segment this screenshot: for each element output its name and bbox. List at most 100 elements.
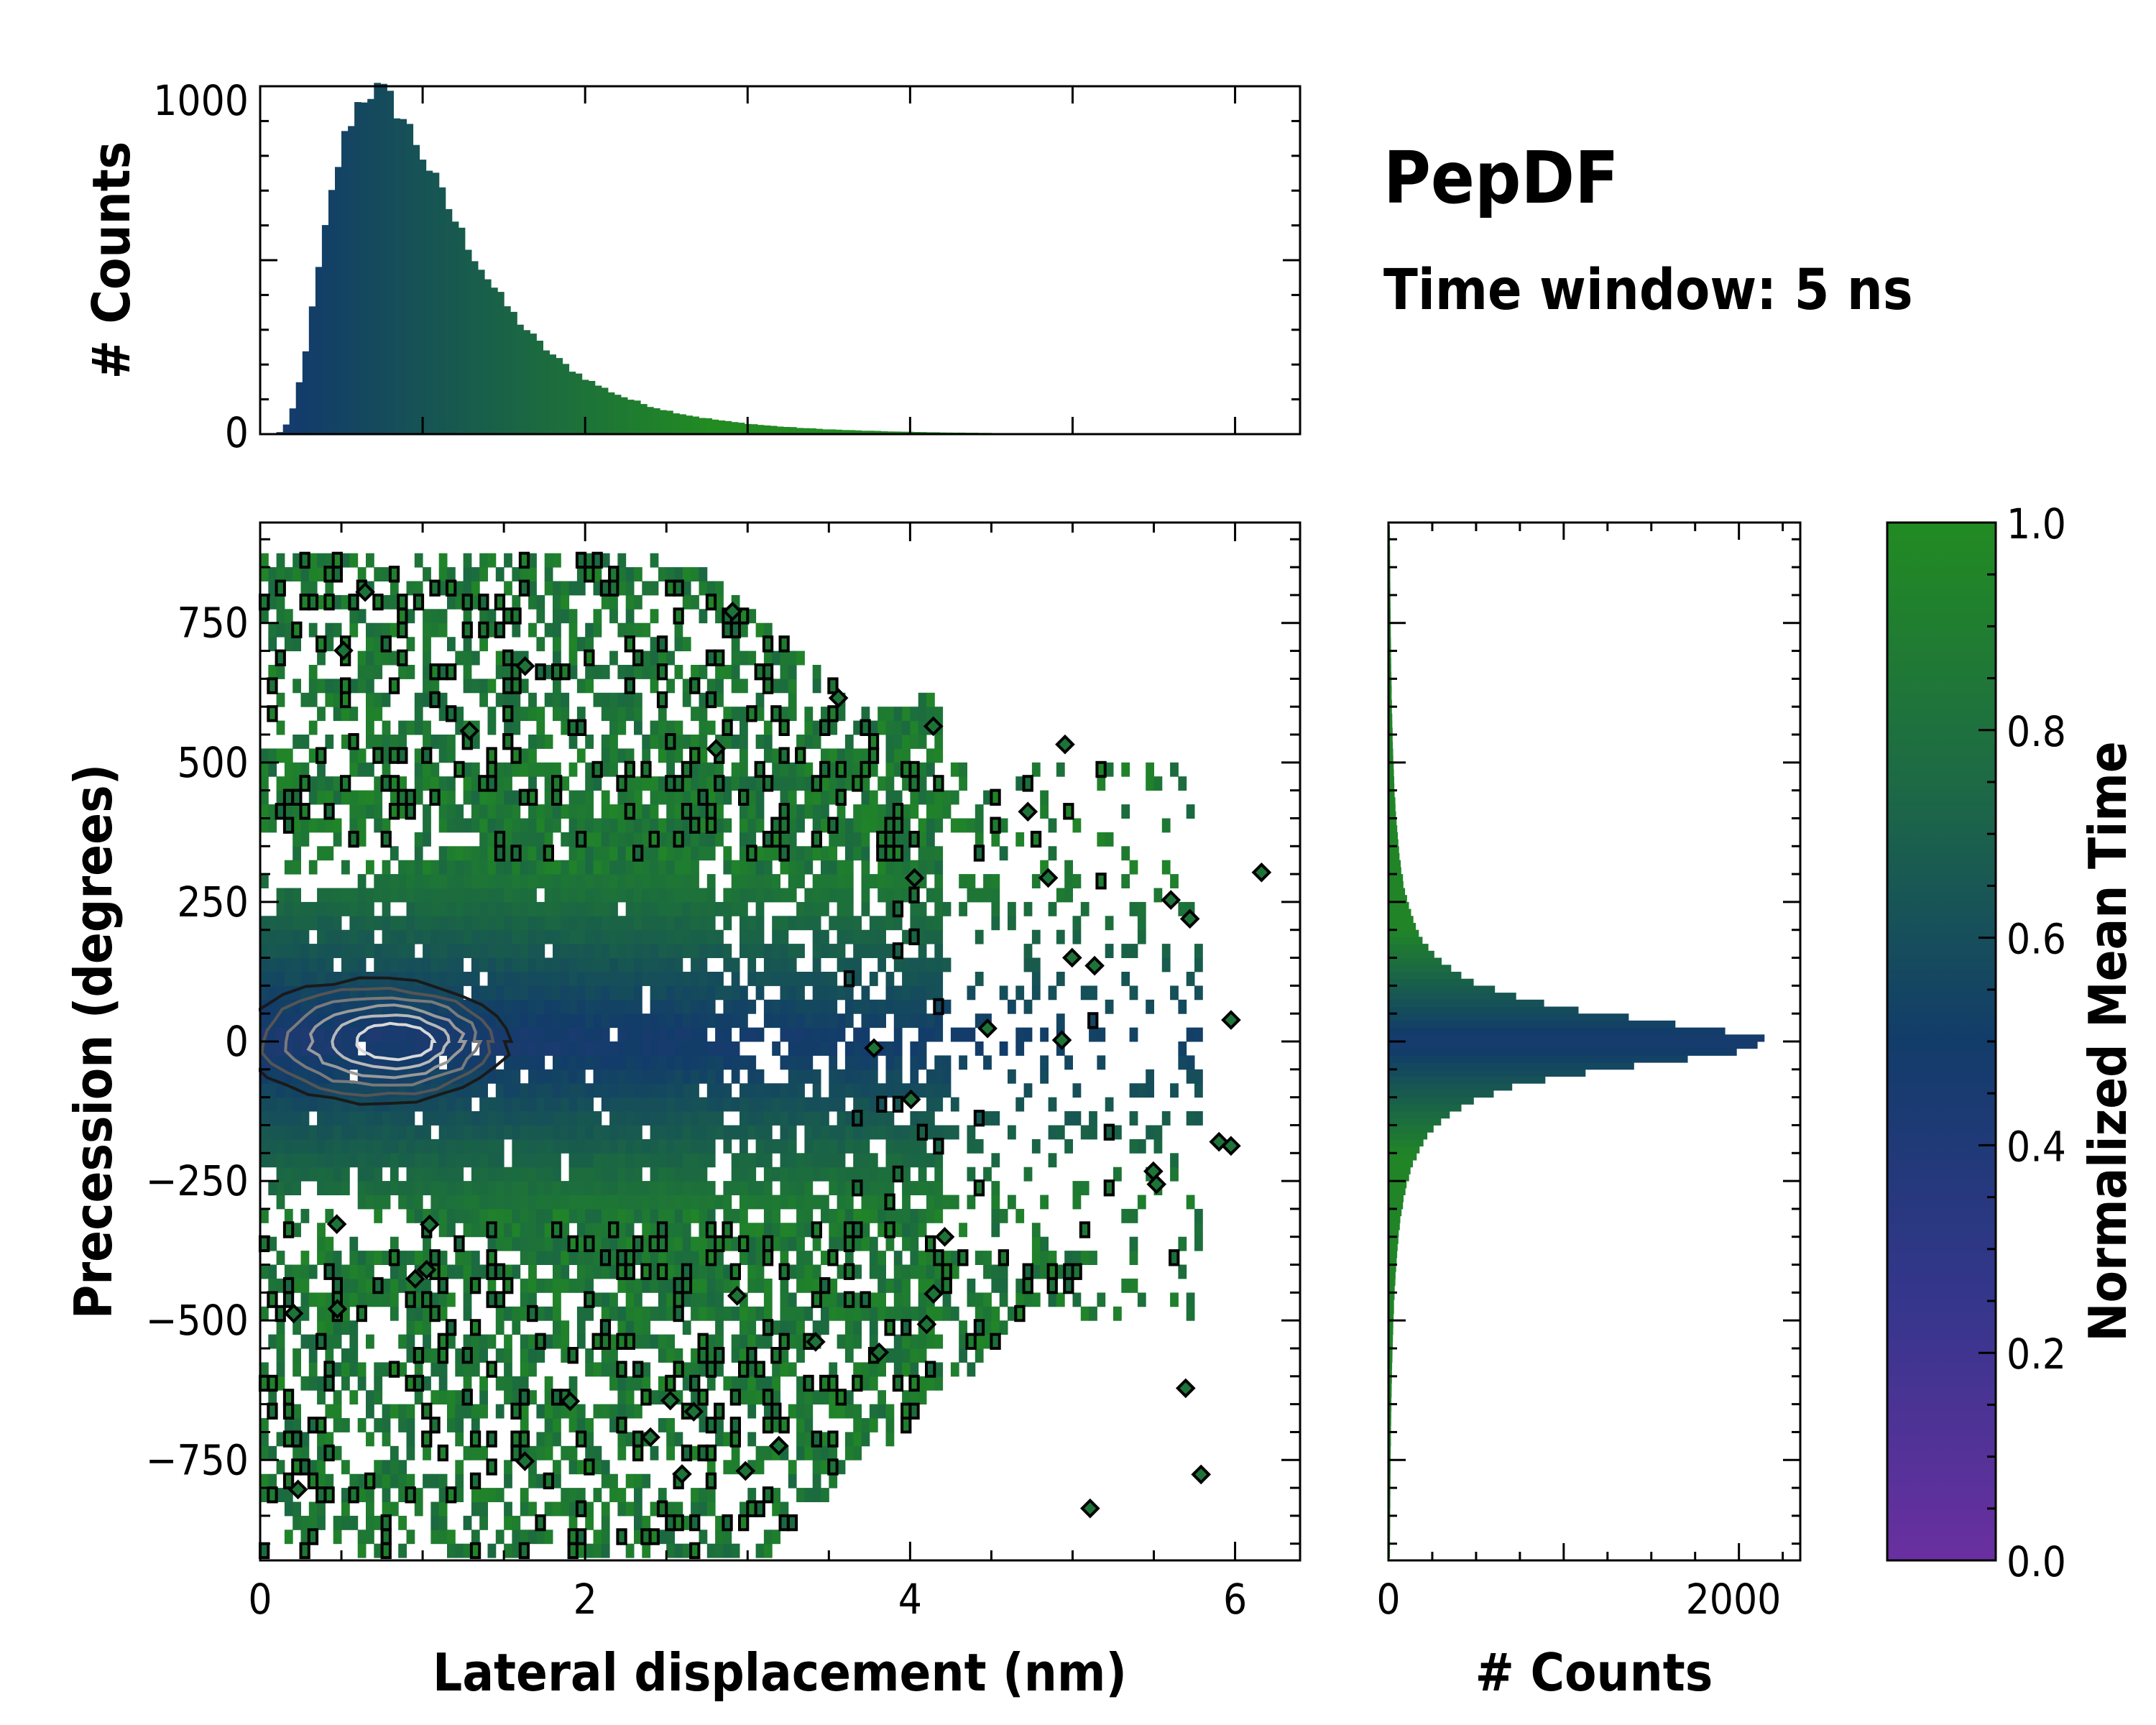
heatmap-cell [423,860,431,875]
heatmap-cell [447,594,456,610]
heatmap-cell [885,1278,895,1293]
heatmap-cell [959,901,967,916]
heatmap-cell [382,999,391,1014]
heatmap-cell [601,1153,610,1168]
heatmap-cell [568,1167,578,1182]
heatmap-cell [731,888,740,903]
heatmap-cell [423,622,431,638]
heatmap-cell [682,692,691,707]
heatmap-cell [869,1362,878,1377]
heatmap-cell [715,1320,724,1335]
heatmap-outline [705,1417,717,1434]
heatmap-cell [495,999,505,1014]
heatmap-cell [528,944,537,958]
heatmap-cell [260,1055,269,1070]
heatmap-outline [299,1458,310,1476]
heatmap-cell [438,1292,448,1307]
heatmap-cell [893,1334,903,1349]
heatmap-cell [300,735,310,749]
heatmap-cell [763,957,773,972]
heatmap-cell [747,1027,757,1042]
heatmap-cell [1153,1138,1163,1154]
heatmap-outline [267,1374,278,1392]
heatmap-cell [666,1138,675,1154]
heatmap-cell [861,1306,870,1321]
heatmap-cell [333,1153,342,1168]
heatmap-cell [333,1320,342,1335]
heatmap-cell [1080,901,1089,916]
heatmap-outline [510,1402,522,1420]
heatmap-outline [567,1235,579,1253]
heatmap-cell [812,1320,821,1335]
heatmap-cell [804,972,814,986]
heatmap-cell [357,901,367,916]
heatmap-cell [349,1041,359,1056]
heatmap-cell [568,972,578,986]
heatmap-cell [772,1530,780,1545]
heatmap-cell [1146,1083,1154,1098]
heatmap-cell [763,846,773,861]
heatmap-outline [388,803,400,820]
heatmap-cell [796,1013,805,1029]
heatmap-cell [812,720,821,735]
heatmap-cell [715,804,724,819]
heatmap-cell [423,1278,431,1293]
heatmap-cell [276,609,285,624]
top-histogram-bar [341,131,349,435]
heatmap-cell [414,1125,423,1140]
heatmap-cell [804,1111,814,1126]
heatmap-cell [959,818,967,833]
heatmap-cell [853,1264,862,1279]
heatmap-cell [853,1111,862,1126]
heatmap-cell [479,1097,488,1112]
heatmap-cell [780,1097,789,1112]
heatmap-outline [673,607,684,625]
heatmap-cell [447,929,456,944]
heatmap-cell [723,1083,732,1098]
heatmap-cell [1186,1027,1195,1042]
heatmap-cell [666,901,675,916]
heatmap-cell [642,1376,651,1391]
heatmap-cell [666,1195,675,1210]
heatmap-cell [625,1264,635,1279]
heatmap-cell [284,1181,293,1195]
heatmap-cell [561,1501,570,1517]
heatmap-cell [650,1264,659,1279]
heatmap-cell [699,1138,708,1154]
heatmap-cell [706,901,716,916]
heatmap-cell [772,1445,780,1460]
heatmap-cell [617,567,627,581]
heatmap-cell [544,581,553,596]
heatmap-cell [706,1208,716,1223]
heatmap-cell [357,804,367,819]
heatmap-cell [390,622,399,638]
heatmap-cell [585,1125,594,1140]
heatmap-cell [731,776,740,791]
heatmap-cell [804,1278,814,1293]
heatmap-cell [674,832,683,847]
heatmap-cell [788,1404,797,1419]
heatmap-cell [601,1041,610,1056]
heatmap-cell [763,1208,773,1223]
heatmap-cell [349,1251,359,1265]
heatmap-cell [406,1376,415,1391]
heatmap-cell [812,1111,821,1126]
heatmap-cell [536,1027,545,1042]
heatmap-cell [341,1167,350,1182]
heatmap-cell [544,1181,553,1195]
heatmap-cell [284,1418,293,1432]
heatmap-cell [292,1027,301,1042]
heatmap-cell [593,832,602,847]
heatmap-cell [268,804,277,819]
heatmap-cell [260,790,269,805]
heatmap-cell [471,985,480,1000]
heatmap-cell [634,1041,642,1056]
heatmap-cell [487,1460,497,1475]
heatmap-cell [585,1348,594,1363]
heatmap-cell [544,1473,553,1489]
heatmap-cell [763,1195,773,1210]
heatmap-cell [975,804,984,819]
heatmap-cell [1056,1013,1065,1029]
heatmap-cell [561,776,570,791]
heatmap-cell [755,804,765,819]
